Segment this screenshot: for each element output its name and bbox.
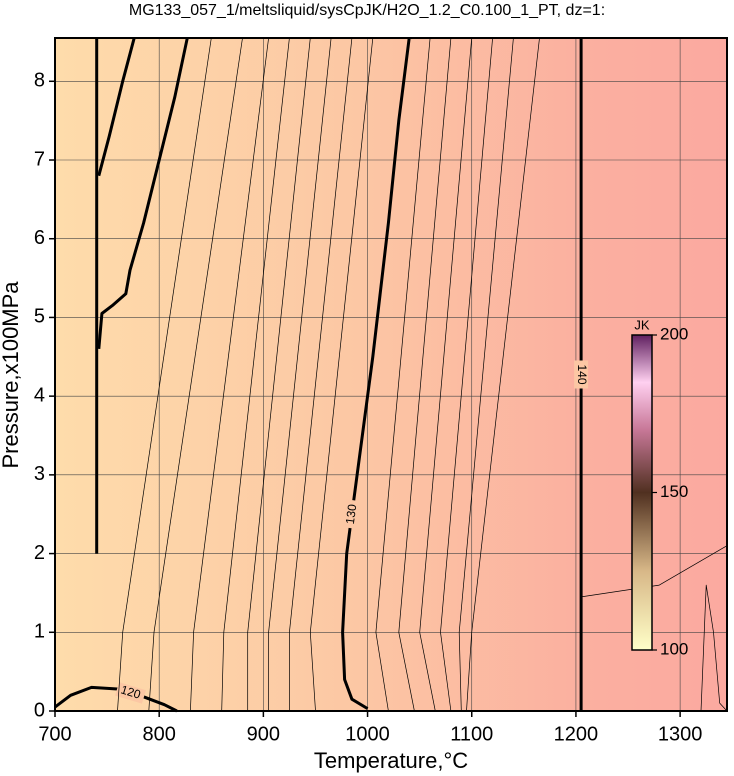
- colorbar-label: JK: [634, 317, 650, 332]
- y-tick-label: 7: [34, 148, 45, 170]
- contour-line: [458, 37, 514, 712]
- contour-line: [190, 37, 269, 712]
- y-tick-label: 6: [34, 227, 45, 249]
- x-tick-label: 700: [38, 723, 71, 745]
- x-tick-label: 1200: [554, 723, 599, 745]
- contour-line: [97, 37, 189, 350]
- contour-line: [97, 37, 136, 177]
- colorbar-tick-label: 150: [660, 482, 688, 501]
- x-tick-label: 1100: [450, 723, 493, 745]
- x-tick-label: 900: [247, 723, 280, 745]
- contour-line: [581, 545, 728, 598]
- plot-background: [55, 38, 727, 711]
- colorbar-tick-label: 200: [660, 324, 688, 343]
- x-tick-label: 800: [142, 723, 175, 745]
- y-tick-label: 4: [34, 384, 45, 406]
- contour-line: [375, 37, 431, 712]
- contour-label-bg: [574, 360, 589, 389]
- contour-line: [440, 37, 493, 712]
- contour-line: [289, 37, 353, 711]
- contour-label-bg: [343, 499, 361, 530]
- contour-label: 120: [119, 683, 143, 702]
- x-tick-label: 1000: [345, 723, 390, 745]
- contour-line: [268, 37, 332, 711]
- contour-line: [466, 37, 540, 712]
- y-tick-label: 1: [34, 621, 45, 643]
- y-tick-label: 5: [34, 306, 45, 328]
- contour-line: [117, 37, 212, 712]
- contour-label: 140: [575, 364, 589, 384]
- y-tick-label: 0: [34, 699, 45, 721]
- contour-line: [148, 37, 243, 712]
- y-axis-label: Pressure,x100MPa: [0, 281, 23, 469]
- x-tick-label: 1300: [658, 723, 703, 745]
- contour-label-bg: [115, 682, 146, 704]
- contour-line: [221, 37, 290, 712]
- contour-line: [398, 37, 452, 712]
- contour-line: [419, 37, 473, 712]
- y-tick-label: 2: [34, 542, 45, 564]
- contour-line: [247, 37, 311, 711]
- x-axis-label: Temperature,°C: [314, 748, 468, 773]
- contour-line: [700, 584, 728, 712]
- colorbar-tick-label: 100: [660, 639, 688, 658]
- chart-title: MG133_057_1/meltsliquid/sysCpJK/H2O_1.2_…: [129, 2, 605, 19]
- y-tick-label: 8: [34, 70, 45, 92]
- contour-label: 130: [343, 503, 360, 525]
- contour-line: [309, 37, 374, 712]
- colorbar: [631, 334, 653, 651]
- plot-frame: [54, 37, 728, 712]
- y-tick-label: 3: [34, 463, 45, 485]
